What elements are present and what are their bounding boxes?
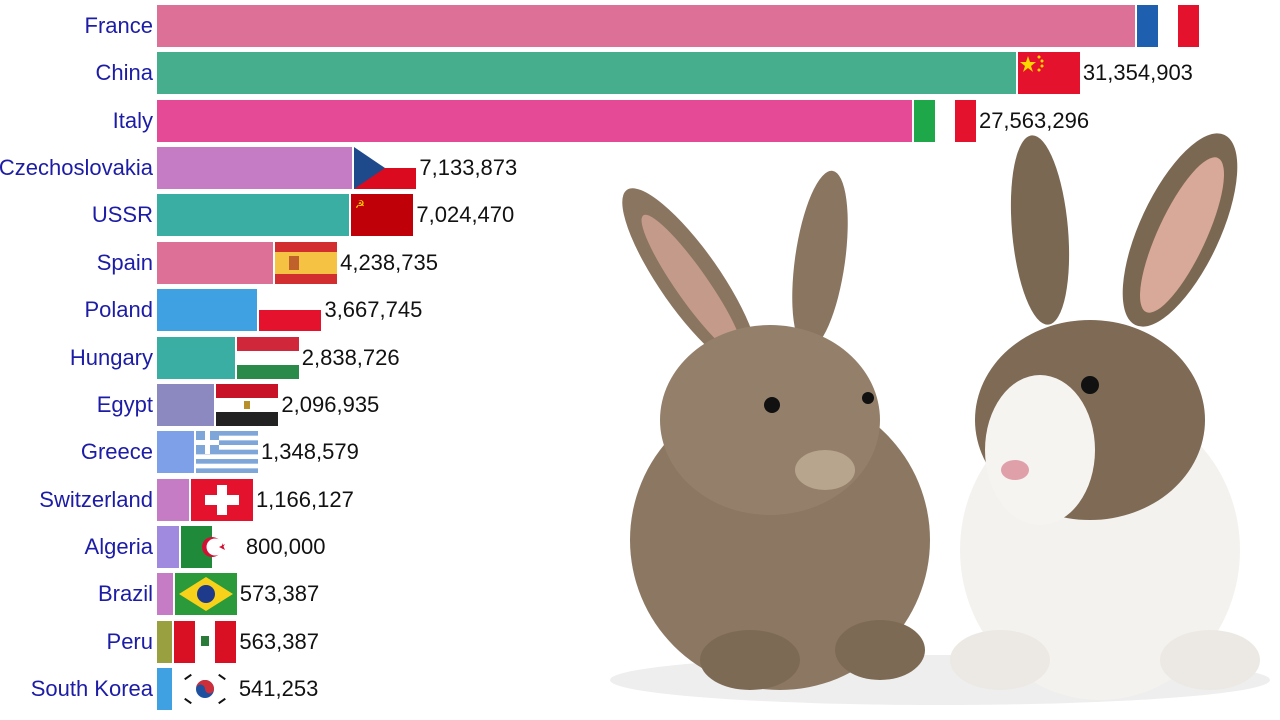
country-label: Egypt <box>96 392 153 417</box>
country-label: USSR <box>91 202 153 227</box>
value-label: 31,354,903 <box>1082 60 1193 85</box>
country-label: Italy <box>112 108 153 133</box>
flag-ch-icon <box>190 479 253 521</box>
value-label: 541,253 <box>238 676 319 701</box>
flag-es-icon <box>275 242 338 284</box>
flag-cs-icon <box>354 147 417 189</box>
bar-south-korea <box>157 668 172 710</box>
country-label: Hungary <box>69 345 153 370</box>
country-label: Brazil <box>97 581 153 606</box>
flag-pe-icon <box>174 621 237 663</box>
bar-egypt <box>157 384 215 426</box>
brown-rabbit <box>622 170 930 690</box>
value-label: 27,563,296 <box>978 108 1090 133</box>
country-label: South Korea <box>30 676 153 701</box>
country-label: Spain <box>96 250 153 275</box>
country-label: Algeria <box>84 534 153 559</box>
bar-greece <box>157 431 194 473</box>
flag-su-icon: ☭ <box>351 194 414 236</box>
bar-poland <box>157 289 258 331</box>
value-label: 7,024,470 <box>416 202 515 227</box>
country-label: Greece <box>80 439 153 464</box>
bar-ussr <box>157 194 350 236</box>
value-label: 2,096,935 <box>281 392 380 417</box>
flag-kr-icon <box>173 668 236 710</box>
bar-spain <box>157 242 274 284</box>
flag-cn-icon <box>1017 52 1080 94</box>
bar-czechoslovakia <box>157 147 353 189</box>
country-label: Switzerland <box>39 487 153 512</box>
value-label: 573,387 <box>239 581 320 606</box>
bar-china <box>157 52 1016 94</box>
value-label: 1,348,579 <box>260 439 359 464</box>
bar-switzerland <box>157 479 189 521</box>
bar-brazil <box>157 573 173 615</box>
country-label: China <box>95 60 153 85</box>
value-label: 3,667,745 <box>324 297 423 322</box>
bar-algeria <box>157 526 179 568</box>
white-rabbit <box>950 133 1260 700</box>
flag-hu-icon <box>236 337 299 379</box>
flag-fr-icon <box>1136 5 1199 47</box>
country-label: Poland <box>84 297 153 322</box>
flag-gr-icon <box>195 431 258 474</box>
value-label: 563,387 <box>239 629 319 654</box>
value-label: 2,838,726 <box>301 345 400 370</box>
rabbits-image <box>610 133 1270 705</box>
bar-france <box>157 5 1135 47</box>
flag-dz-icon <box>180 526 243 568</box>
svg-text:☭: ☭ <box>355 199 365 211</box>
value-label: 4,238,735 <box>340 250 438 275</box>
value-label: 1,166,127 <box>255 487 354 512</box>
flag-br-icon <box>174 573 237 615</box>
flag-pl-icon <box>259 289 322 331</box>
flag-it-icon <box>913 100 976 142</box>
value-label: 800,000 <box>245 534 326 559</box>
country-label: Peru <box>106 629 153 654</box>
flag-eg-icon <box>216 384 279 426</box>
value-label: 7,133,873 <box>419 155 518 180</box>
bar-peru <box>157 621 173 663</box>
country-label: Czechoslovakia <box>0 155 153 180</box>
country-label: France <box>84 13 153 38</box>
bar-italy <box>157 100 912 142</box>
bar-hungary <box>157 337 235 379</box>
